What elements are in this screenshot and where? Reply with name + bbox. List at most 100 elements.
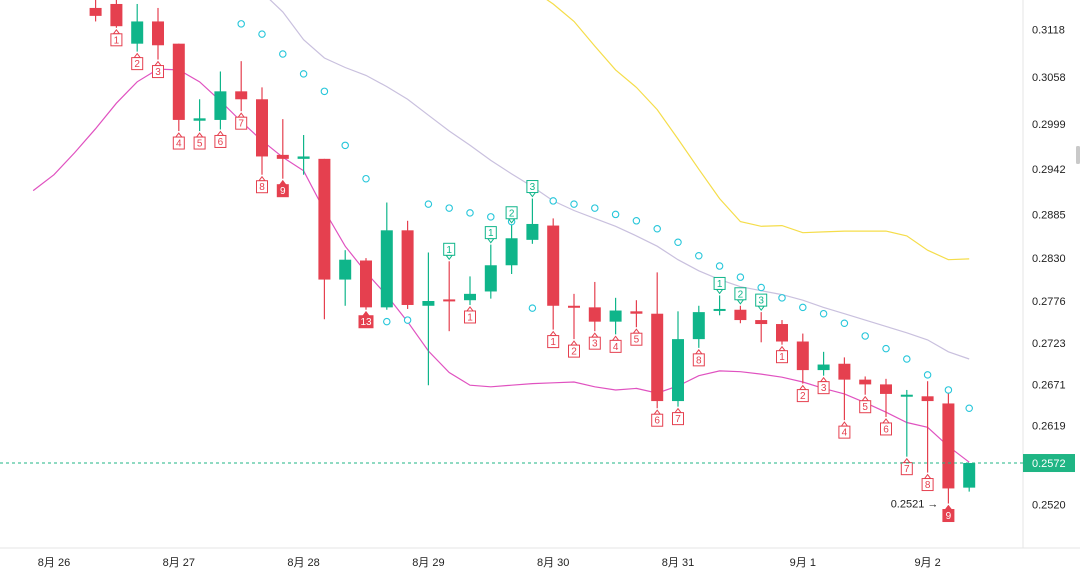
sequence-marker: 9 <box>276 179 289 198</box>
sequence-marker-label: 4 <box>176 139 182 150</box>
sequence-marker-box <box>796 389 809 403</box>
sequence-marker: 1 <box>713 276 726 295</box>
sequence-marker: 3 <box>526 180 539 198</box>
sequence-marker-label: 6 <box>883 424 889 435</box>
candle-body <box>464 293 476 301</box>
sequence-marker: 1 <box>547 330 560 349</box>
sequence-marker-box <box>734 287 747 301</box>
candle-body <box>547 225 560 306</box>
parabolic-sar-dots <box>237 20 973 412</box>
candle-body <box>588 307 601 322</box>
candle <box>921 381 934 473</box>
sar-dot <box>299 70 308 78</box>
sequence-marker-label: 1 <box>488 228 494 239</box>
sequence-marker: 2 <box>568 340 580 358</box>
sequence-marker: 6 <box>214 130 227 148</box>
scroll-handle[interactable] <box>1076 146 1080 164</box>
candle <box>131 3 144 52</box>
y-tick-label: 0.2619 <box>1032 421 1066 433</box>
sequence-marker-label: 1 <box>114 35 120 46</box>
sequence-marker: 13 <box>358 310 374 329</box>
price-overlays: 0.2572 0.2521 → <box>0 454 1075 511</box>
candle-body <box>297 156 310 159</box>
candle <box>609 297 622 335</box>
sar-dot <box>653 224 661 233</box>
sequence-marker-label: 3 <box>758 296 764 307</box>
candle <box>318 158 331 320</box>
sequence-marker-label: 8 <box>925 480 931 491</box>
sequence-marker-box <box>672 412 684 426</box>
sequence-marker: 1 <box>110 28 123 47</box>
candle <box>235 61 248 112</box>
sequence-marker-box <box>942 509 955 523</box>
candle-body <box>131 21 144 44</box>
candle-body <box>651 313 664 402</box>
sar-dot <box>341 141 349 150</box>
y-tick-label: 0.2942 <box>1032 164 1066 176</box>
sar-dot <box>424 200 433 208</box>
sequence-marker-label: 3 <box>155 67 161 78</box>
candle <box>464 276 476 305</box>
candle-body <box>880 384 892 394</box>
candle <box>963 463 976 492</box>
sequence-marker-label: 4 <box>842 428 848 439</box>
candle <box>297 135 310 175</box>
sar-dot <box>861 332 869 340</box>
sequence-marker-box <box>588 336 601 350</box>
candle-body <box>817 364 830 371</box>
sequence-marker: 1 <box>464 306 476 324</box>
y-tick-label: 0.2885 <box>1032 209 1066 221</box>
sequence-marker: 2 <box>734 287 747 305</box>
sar-dot <box>632 217 641 225</box>
candle-body <box>422 301 435 306</box>
sequence-marker-box <box>505 206 518 220</box>
sequence-marker-label: 1 <box>467 312 473 323</box>
sequence-marker-box <box>235 116 248 130</box>
candle <box>484 244 497 299</box>
candle-body <box>110 3 123 27</box>
sequence-marker-box <box>755 293 768 307</box>
ma-lavender-line <box>269 0 970 360</box>
sequence-marker-box <box>276 184 289 198</box>
sequence-marker-label: 6 <box>218 137 224 148</box>
sequence-marker-box <box>443 242 456 256</box>
candle-body <box>152 21 164 46</box>
sar-dot <box>965 404 973 412</box>
candle-body <box>89 7 102 16</box>
candle <box>838 357 851 421</box>
sequence-marker-box <box>630 332 643 346</box>
sequence-marker: 2 <box>796 384 809 403</box>
sequence-markers: 1 2 3 4 5 6 7 8 9 13 1 1 1 2 3 1 2 3 4 5 6 7 8 1 2 3 1 2 3 4 5 6 7 8 9 <box>110 28 955 523</box>
sequence-marker-label: 9 <box>946 511 952 522</box>
sequence-marker-box <box>172 136 185 150</box>
candle <box>276 119 289 179</box>
sar-dot <box>487 213 495 221</box>
sequence-marker-label: 1 <box>717 279 723 290</box>
sequence-marker: 4 <box>838 421 851 439</box>
candle-body <box>672 339 684 402</box>
sequence-marker-box <box>193 136 206 150</box>
sequence-marker-label: 1 <box>779 352 785 363</box>
sar-dot <box>362 174 370 183</box>
sequence-marker: 2 <box>505 206 518 224</box>
sar-dot <box>944 386 953 394</box>
sequence-marker-label: 1 <box>446 245 452 256</box>
candle-body <box>859 379 872 385</box>
candle <box>505 224 518 274</box>
sequence-marker-label: 9 <box>280 186 286 197</box>
sar-dot <box>882 344 890 353</box>
candle-body <box>318 158 331 280</box>
sequence-marker: 5 <box>630 328 643 346</box>
candle-body <box>921 396 934 402</box>
candle <box>422 252 435 386</box>
sequence-marker: 4 <box>172 132 185 150</box>
sequence-marker-label: 1 <box>550 337 556 348</box>
sequence-marker: 6 <box>651 409 664 427</box>
sequence-marker-label: 3 <box>592 339 598 350</box>
candle-body <box>755 320 768 325</box>
sequence-marker-box <box>880 422 892 436</box>
candle-body <box>360 260 372 308</box>
sequence-marker: 2 <box>131 52 144 70</box>
